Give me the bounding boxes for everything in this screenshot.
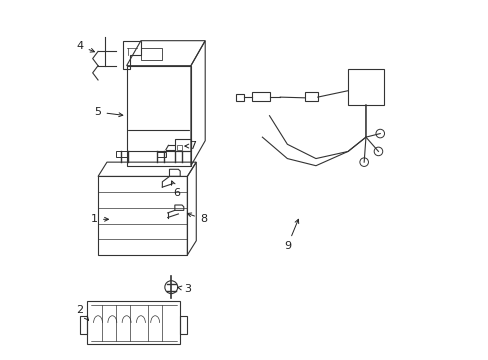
Bar [235,94,244,101]
Text: 9: 9 [283,219,298,251]
Text: 1: 1 [91,214,108,224]
Text: 3: 3 [177,284,190,294]
Bar [141,48,162,60]
Bar [87,301,180,344]
Text: 4: 4 [77,41,94,52]
Bar [180,316,187,334]
Bar [305,93,317,102]
Bar [80,316,87,334]
Bar [116,152,126,157]
Text: 5: 5 [94,107,122,117]
Text: 6: 6 [171,181,180,198]
Text: 2: 2 [77,305,88,320]
Bar [175,139,190,152]
Bar [126,66,190,166]
Bar [157,153,165,157]
Bar [347,69,383,105]
Text: 7: 7 [184,141,196,151]
Bar [98,176,187,255]
Text: 8: 8 [187,213,206,224]
Bar [251,93,269,102]
Bar [176,145,182,150]
